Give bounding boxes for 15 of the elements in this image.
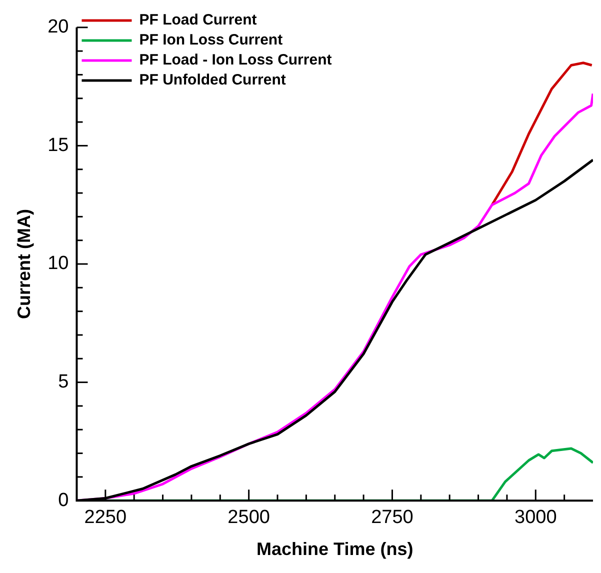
x-tick-label: 2250 <box>84 507 127 528</box>
y-tick-label: 0 <box>58 490 69 511</box>
y-tick-label: 5 <box>58 372 69 393</box>
legend-label: PF Load - Ion Loss Current <box>139 52 332 69</box>
y-tick-label: 15 <box>48 134 69 156</box>
x-tick-label: 2500 <box>228 507 270 528</box>
y-tick-label: 20 <box>48 16 69 38</box>
y-axis-title: Current (MA) <box>14 209 34 319</box>
y-tick-label: 10 <box>48 253 69 274</box>
x-tick-label: 3000 <box>514 507 557 528</box>
legend-label: PF Ion Loss Current <box>139 32 283 49</box>
legend-label: PF Load Current <box>139 12 257 29</box>
x-axis-title: Machine Time (ns) <box>256 539 414 560</box>
x-tick-label: 2750 <box>371 507 414 528</box>
legend-label: PF Unfolded Current <box>139 72 286 89</box>
